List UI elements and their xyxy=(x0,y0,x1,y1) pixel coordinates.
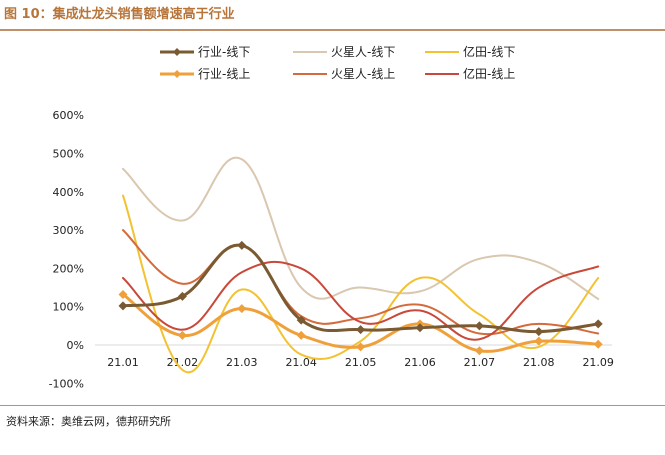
legend-label: 行业-线上 xyxy=(198,67,250,81)
series-point xyxy=(118,289,128,299)
legend-label: 火星人-线下 xyxy=(331,45,395,59)
y-tick-label: 100% xyxy=(53,301,84,314)
legend-label: 行业-线下 xyxy=(198,45,250,59)
series-point xyxy=(356,342,366,352)
series-point xyxy=(593,339,603,349)
series-point xyxy=(177,330,187,340)
y-tick-label: 500% xyxy=(53,148,84,161)
y-tick-label: 300% xyxy=(53,224,84,237)
figure-title: 图 10：集成灶龙头销售额增速高于行业 xyxy=(4,7,235,22)
y-tick-label: 0% xyxy=(67,339,84,352)
x-tick-label: 21.07 xyxy=(464,356,496,369)
y-tick-label: 600% xyxy=(53,109,84,122)
series-point xyxy=(474,346,484,356)
series-point xyxy=(534,327,544,337)
top-rule xyxy=(0,29,665,31)
series-point xyxy=(534,336,544,346)
x-tick-label: 21.02 xyxy=(167,356,199,369)
x-tick-label: 21.01 xyxy=(107,356,139,369)
series-point xyxy=(237,304,247,314)
legend-marker xyxy=(173,48,181,56)
series-point xyxy=(296,330,306,340)
series-point xyxy=(118,301,128,311)
legend-label: 亿田-线上 xyxy=(463,66,515,81)
y-tick-label: 200% xyxy=(53,262,84,275)
bottom-rule xyxy=(0,405,665,406)
x-tick-label: 21.06 xyxy=(404,356,436,369)
x-axis: 21.01 21.02 21.03 21.04 21.05 21.06 21.07 21.08… xyxy=(107,356,614,369)
series-line xyxy=(122,194,600,374)
y-tick-label: -100% xyxy=(49,377,84,390)
source-note: 资料来源：奥维云网，德邦研究所 xyxy=(6,415,171,428)
series-line xyxy=(122,156,600,301)
series-point xyxy=(474,321,484,331)
legend-marker xyxy=(173,70,181,78)
series-line xyxy=(122,260,600,341)
x-tick-label: 21.09 xyxy=(582,356,614,369)
x-tick-label: 21.03 xyxy=(226,356,258,369)
legend-label: 亿田-线下 xyxy=(463,44,515,59)
series-point xyxy=(177,291,187,301)
legend-label: 火星人-线上 xyxy=(331,67,395,81)
x-tick-label: 21.05 xyxy=(345,356,377,369)
series-point xyxy=(415,323,425,333)
series-point xyxy=(296,315,306,325)
series-point xyxy=(593,319,603,329)
y-tick-label: 400% xyxy=(53,186,84,199)
series-line xyxy=(121,243,600,334)
series-point xyxy=(356,325,366,335)
series-point xyxy=(237,240,247,250)
x-tick-label: 21.08 xyxy=(523,356,555,369)
series-line xyxy=(122,229,600,336)
x-tick-label: 21.04 xyxy=(285,356,317,369)
plot-area xyxy=(118,156,603,374)
